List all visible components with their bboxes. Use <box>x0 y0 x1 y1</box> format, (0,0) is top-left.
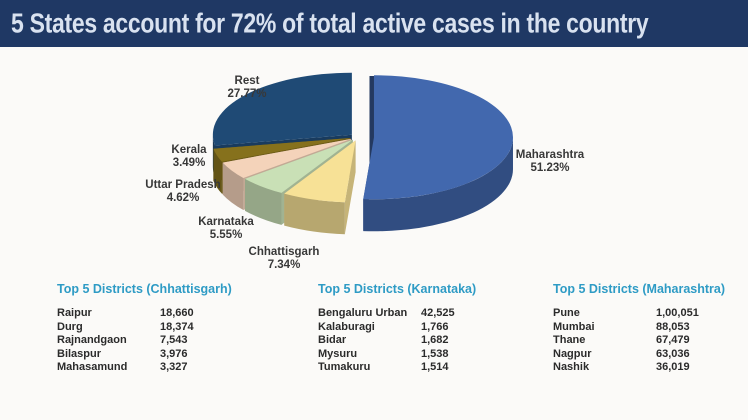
table-row: Nagpur 63,036 <box>553 348 725 362</box>
percent-value: 4.62 <box>167 192 189 204</box>
pie-label-maharashtra-percent: 51.23% <box>530 162 569 174</box>
pie-label-chhattisgarh: Chhattisgarh <box>249 246 320 258</box>
pie-label-kerala-percent: 3.49% <box>173 157 206 169</box>
district-name: Durg <box>57 320 83 333</box>
district-name: Mysuru <box>318 347 358 360</box>
pie-slice-maharashtra-edge <box>369 76 374 198</box>
table-row: Thane 67,479 <box>553 334 725 348</box>
active-cases-value: 1,514 <box>421 361 449 374</box>
pie-label-uttar-pradesh: Uttar Pradesh <box>145 179 220 191</box>
active-cases-value: 18,374 <box>160 320 194 333</box>
table-row: Durg 18,374 <box>57 321 232 335</box>
pie-slice-maharashtra-rim <box>363 137 513 232</box>
table-row: Pune 1,00,051 <box>553 307 725 321</box>
pie-slice-uttar-pradesh-rim <box>222 162 244 210</box>
page-title: 5 States account for 72% of total active… <box>11 7 649 39</box>
percent-value: 3.49 <box>173 157 195 169</box>
district-name: Nagpur <box>553 347 592 360</box>
active-cases-value: 1,766 <box>421 320 449 333</box>
pie-label-rest: Rest <box>235 75 260 87</box>
active-cases-pie-chart: Maharashtra51.23%Chhattisgarh7.34%Karnat… <box>145 72 585 271</box>
pie-label-rest-percent: 27.77% <box>227 88 266 100</box>
percent-suffix: % <box>189 192 199 204</box>
district-name: Raipur <box>57 307 92 319</box>
table-row: Bengaluru Urban 42,525 <box>318 307 476 321</box>
pie-slice-karnataka-rim <box>245 178 282 225</box>
district-name: Nashik <box>553 361 590 374</box>
active-cases-value: 3,976 <box>160 347 188 360</box>
pie-slice-chhattisgarh <box>284 140 356 203</box>
percent-value: 27.77 <box>227 88 256 100</box>
percent-suffix: % <box>232 229 242 241</box>
table-title: Top 5 Districts (Karnataka) <box>318 282 477 296</box>
active-cases-value: 1,00,051 <box>656 307 699 319</box>
district-name: Bidar <box>318 334 347 347</box>
pie-slice-chhattisgarh-rim <box>284 193 345 235</box>
table-row: Mahasamund 3,327 <box>57 361 232 375</box>
percent-suffix: % <box>559 162 569 174</box>
pie-slice-uttar-pradesh <box>222 138 352 178</box>
active-cases-value: 1,682 <box>421 334 449 347</box>
pie-label-karnataka-percent: 5.55% <box>210 229 243 241</box>
table-row: Tumakuru 1,514 <box>318 361 476 375</box>
table-row: Rajnandgaon 7,543 <box>57 334 232 348</box>
pie-slice-rest <box>212 72 352 146</box>
table-row: Bidar 1,682 <box>318 334 476 348</box>
table-row: Raipur 18,660 <box>57 307 232 321</box>
district-name: Bengaluru Urban <box>318 307 408 319</box>
active-cases-value: 63,036 <box>656 347 690 360</box>
percent-value: 5.55 <box>210 229 233 241</box>
district-name: Thane <box>553 334 586 347</box>
district-name: Mahasamund <box>57 361 128 374</box>
active-cases-value: 42,525 <box>421 307 455 319</box>
table-top5-districts-karnataka: Top 5 Districts (Karnataka) Bengaluru Urb… <box>318 283 476 375</box>
active-cases-value: 18,660 <box>160 307 194 319</box>
pie-label-karnataka: Karnataka <box>198 216 254 228</box>
pie-slice-kerala-rim <box>213 148 222 194</box>
district-name: Bilaspur <box>57 347 102 360</box>
pie-label-chhattisgarh-percent: 7.34% <box>268 259 301 271</box>
table-top5-districts-chhattisgarh: Top 5 Districts (Chhattisgarh) Raipur 18,6… <box>57 283 232 375</box>
pie-slice-karnataka <box>245 139 353 193</box>
title-bar: 5 States account for 72% of total active… <box>0 0 748 47</box>
district-name: Mumbai <box>553 320 595 333</box>
table-row: Bilaspur 3,976 <box>57 348 232 362</box>
percent-value: 51.23 <box>530 162 559 174</box>
pie-label-maharashtra: Maharashtra <box>516 149 585 161</box>
active-cases-value: 88,053 <box>656 320 690 333</box>
percent-value: 7.34 <box>268 259 291 271</box>
pie-slice-kerala <box>213 137 351 162</box>
percent-suffix: % <box>256 88 266 100</box>
table-title: Top 5 Districts (Maharashtra) <box>553 282 726 296</box>
table-row: Kalaburagi 1,766 <box>318 321 476 335</box>
table-row: Mysuru 1,538 <box>318 348 476 362</box>
percent-suffix: % <box>290 259 300 271</box>
table-title: Top 5 Districts (Chhattisgarh) <box>57 282 232 296</box>
table-top5-districts-maharashtra: Top 5 Districts (Maharashtra) Pune 1,00,05… <box>553 283 725 375</box>
district-name: Tumakuru <box>318 361 371 374</box>
table-row: Nashik 36,019 <box>553 361 725 375</box>
table-row: Mumbai 88,053 <box>553 321 725 335</box>
percent-suffix: % <box>195 157 205 169</box>
district-name: Pune <box>553 307 580 319</box>
pie-label-uttar-pradesh-percent: 4.62% <box>167 192 200 204</box>
district-name: Kalaburagi <box>318 320 375 333</box>
active-cases-value: 1,538 <box>421 347 449 360</box>
active-cases-value: 36,019 <box>656 361 690 374</box>
active-cases-value: 7,543 <box>160 334 188 347</box>
pie-label-kerala: Kerala <box>171 144 207 156</box>
active-cases-value: 67,479 <box>656 334 690 347</box>
pie-slice-maharashtra <box>363 75 513 200</box>
active-cases-value: 3,327 <box>160 361 188 374</box>
district-name: Rajnandgaon <box>57 334 127 347</box>
